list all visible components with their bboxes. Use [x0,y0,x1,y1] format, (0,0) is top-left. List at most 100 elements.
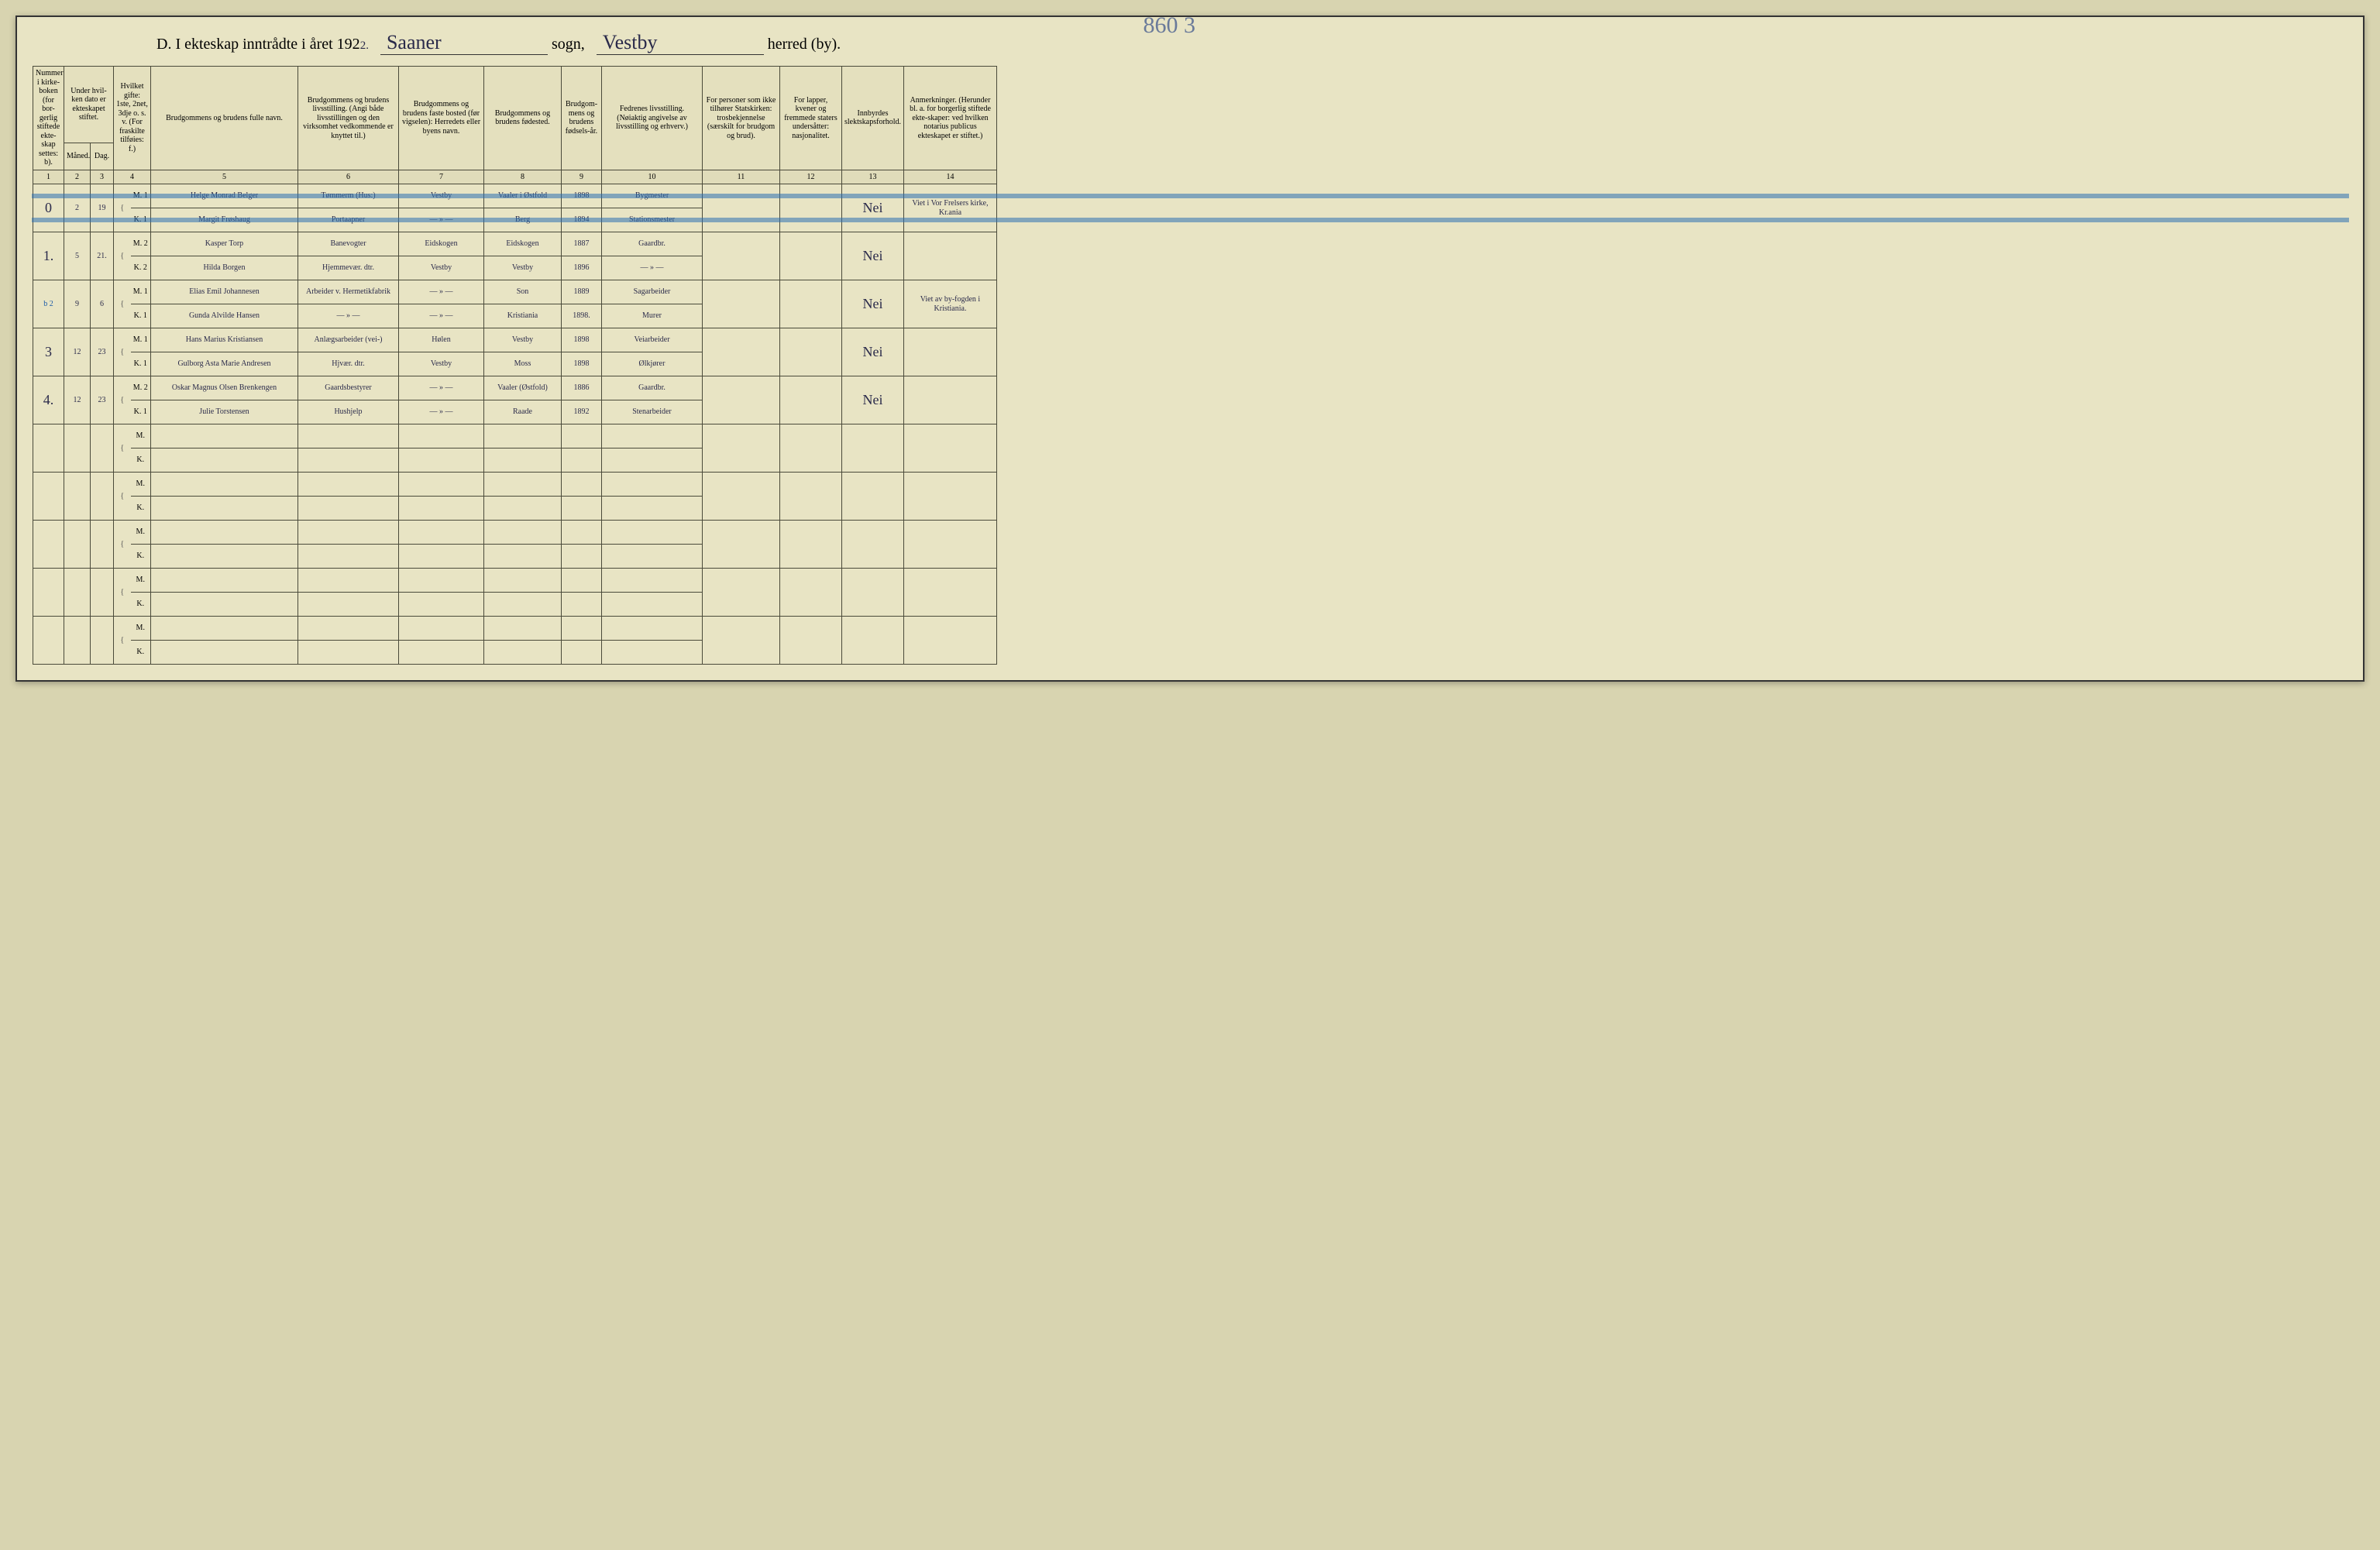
groom-father-occ: Gaardbr. [602,376,703,400]
col-10-header: Fedrenes livsstilling. (Nøiaktig angivel… [602,67,703,170]
entry-2-bride: K. 1Gunda Alvilde Hansen— » —— » —Kristi… [33,304,2347,328]
e [780,473,842,521]
remarks: Viet i Vor Frelsers kirke, Kr.ania [904,184,997,232]
entry-4-bride: K. 1Julie TorstensenHushjelp— » —Raade18… [33,400,2347,424]
e [151,641,298,665]
mk: M. [131,521,151,545]
mk-k: K. 1 [131,400,151,424]
empty-row: {M. [33,473,2347,497]
day: 23 [91,328,114,376]
groom-name: Helge Monrad Belger [151,184,298,208]
marriage-register-table: Nummer i kirke-boken (for bor-gerlig sti… [33,66,2347,665]
e [33,424,64,473]
brace: { [114,232,131,280]
entry-number: b 2 [33,280,64,328]
colnum-6: 6 [298,170,399,184]
day: 6 [91,280,114,328]
kinship: Nei [842,328,904,376]
bride-father-occ: Ølkjører [602,352,703,376]
mk: K. [131,497,151,521]
col-9-header: Brudgom-mens og brudens fødsels-år. [562,67,602,170]
bride-birthplace: Vestby [484,256,562,280]
e [484,473,562,497]
entry-1-bride: K. 2Hilda BorgenHjemmevær. dtr.VestbyVes… [33,256,2347,280]
groom-birthplace: Vaaler i Østfold [484,184,562,208]
e [298,449,399,473]
e [780,424,842,473]
groom-occupation: Gaardsbestyrer [298,376,399,400]
entry-number: 1. [33,232,64,280]
e [484,569,562,593]
e [562,641,602,665]
col-13-header: Innbyrdes slektskapsforhold. [842,67,904,170]
groom-residence: Hølen [399,328,484,352]
e [602,424,703,449]
groom-occupation: Arbeider v. Hermetikfabrik [298,280,399,304]
sogn-label: sogn, [552,36,585,53]
entry-1-groom: 1.521.{M. 2Kasper TorpBanevogterEidskoge… [33,232,2347,256]
entry-0-groom: 0219{M. 1Helge Monrad BelgerTømmerm (Hus… [33,184,2347,208]
title-year: 2. [360,40,369,52]
empty-row: K. [33,641,2347,665]
e [151,521,298,545]
bride-birthyear: 1898. [562,304,602,328]
e [64,424,91,473]
c12 [780,376,842,424]
e [780,569,842,617]
bride-father-occ: Stationsmester [602,208,703,232]
brace: { [114,617,131,665]
ledger-page: 860 3 D. I ekteskap inntrådte i året 192… [15,15,2365,682]
e [562,473,602,497]
col-14-header: Anmerkninger. (Herunder bl. a. for borge… [904,67,997,170]
e [298,617,399,641]
month: 12 [64,376,91,424]
e [151,497,298,521]
e [602,449,703,473]
mk-m: M. 1 [131,184,151,208]
groom-father-occ: Veiarbeider [602,328,703,352]
e [602,521,703,545]
empty-row: {M. [33,569,2347,593]
e [562,569,602,593]
colnum-12: 12 [780,170,842,184]
c11 [703,328,780,376]
mk: K. [131,641,151,665]
colnum-8: 8 [484,170,562,184]
mk-k: K. 2 [131,256,151,280]
colnum-5: 5 [151,170,298,184]
c11 [703,232,780,280]
bride-residence: — » — [399,400,484,424]
groom-birthyear: 1887 [562,232,602,256]
remarks [904,376,997,424]
mk: M. [131,473,151,497]
e [399,473,484,497]
entry-2-groom: b 296{M. 1Elias Emil JohannesenArbeider … [33,280,2347,304]
col-11-header: For personer som ikke tilhører Statskirk… [703,67,780,170]
remarks [904,232,997,280]
e [703,617,780,665]
bride-occupation: — » — [298,304,399,328]
colnum-7: 7 [399,170,484,184]
groom-birthyear: 1898 [562,328,602,352]
groom-birthyear: 1898 [562,184,602,208]
mk: K. [131,593,151,617]
mk-m: M. 1 [131,328,151,352]
e [562,424,602,449]
herred-value: Vestby [597,31,764,55]
groom-residence: Eidskogen [399,232,484,256]
e [64,617,91,665]
mk-k: K. 1 [131,208,151,232]
e [33,473,64,521]
col-12-header: For lapper, kvener og fremmede staters u… [780,67,842,170]
empty-row: {M. [33,617,2347,641]
bride-birthplace: Raade [484,400,562,424]
col-7-header: Brudgommens og brudens faste bosted (før… [399,67,484,170]
c12 [780,184,842,232]
e [91,424,114,473]
bride-occupation: Hjvær. dtr. [298,352,399,376]
e [298,641,399,665]
bride-birthplace: Kristiania [484,304,562,328]
col-1-header: Nummer i kirke-boken (for bor-gerlig sti… [33,67,64,170]
e [602,641,703,665]
brace: { [114,328,131,376]
